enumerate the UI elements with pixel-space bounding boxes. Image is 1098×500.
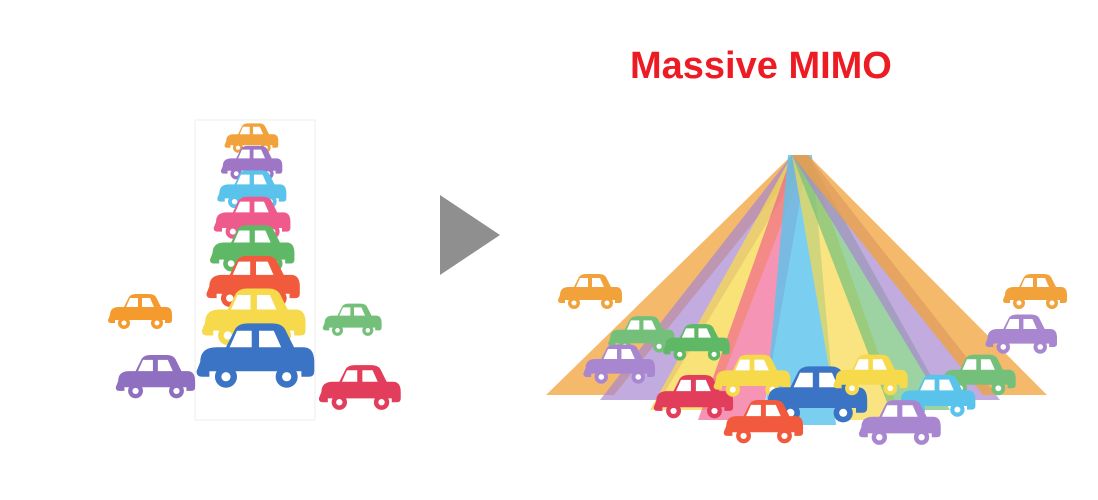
car-icon bbox=[320, 300, 384, 344]
car-icon bbox=[315, 360, 405, 419]
car-icon bbox=[191, 316, 320, 398]
diagram-stage: Massive MIMO bbox=[0, 0, 1098, 500]
car-icon bbox=[105, 290, 175, 337]
car-icon bbox=[112, 350, 199, 407]
car-icon bbox=[660, 320, 733, 369]
car-icon bbox=[720, 395, 807, 452]
car-icon bbox=[580, 340, 658, 392]
car-icon bbox=[830, 350, 911, 404]
car-icon bbox=[555, 270, 625, 317]
